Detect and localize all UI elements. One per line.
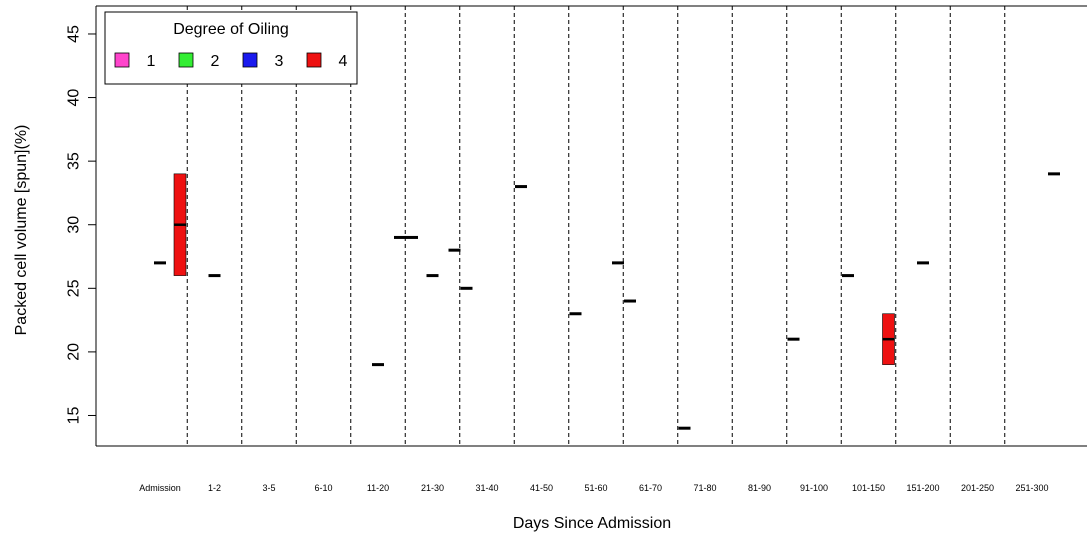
x-tick-label: 11-20 — [367, 483, 389, 493]
x-tick-label: 91-100 — [800, 483, 828, 493]
plot-area — [95, 5, 1087, 447]
x-tick-label: 41-50 — [530, 483, 553, 493]
y-tick-label: 40 — [66, 89, 83, 107]
legend-swatch — [178, 52, 194, 68]
legend-entries: 1 2 3 4 — [114, 52, 348, 70]
x-axis: Admission 1-2 3-5 6-10 11-20 21-30 31-40 41-50 5… — [139, 483, 1048, 493]
legend-swatch — [306, 52, 322, 68]
x-tick-label: 3-5 — [262, 483, 275, 493]
x-tick-label: 151-200 — [906, 483, 939, 493]
legend-entry-label: 2 — [211, 53, 220, 70]
x-tick-label: 201-250 — [961, 483, 994, 493]
legend-entry-label: 4 — [339, 53, 348, 70]
y-tick-label: 30 — [66, 216, 83, 234]
x-tick-label: 101-150 — [852, 483, 885, 493]
x-tick-label: 61-70 — [639, 483, 662, 493]
x-tick-label: 1-2 — [208, 483, 221, 493]
legend-entry-label: 3 — [275, 53, 284, 70]
x-tick-label: 21-30 — [421, 483, 444, 493]
x-tick-label: 31-40 — [475, 483, 498, 493]
x-axis-title: Days Since Admission — [513, 515, 671, 532]
y-tick-label: 45 — [66, 25, 83, 43]
x-tick-label: Admission — [139, 483, 181, 493]
legend-frame — [104, 11, 358, 85]
x-tick-label: 51-60 — [584, 483, 607, 493]
x-tick-label: 6-10 — [314, 483, 332, 493]
x-tick-label: 81-90 — [748, 483, 771, 493]
x-tick-label: 251-300 — [1015, 483, 1048, 493]
legend-entry-label: 1 — [147, 53, 156, 70]
data-marks — [154, 172, 1060, 430]
legend-swatch — [114, 52, 130, 68]
y-axis: 15 20 25 30 35 40 45 — [66, 25, 96, 424]
x-tick-label: 71-80 — [693, 483, 716, 493]
legend: Degree of Oiling 1 2 3 4 — [104, 11, 358, 85]
y-tick-label: 35 — [66, 152, 83, 170]
y-tick-label: 20 — [66, 343, 83, 361]
legend-swatch — [242, 52, 258, 68]
y-tick-label: 15 — [66, 406, 83, 424]
y-axis-title: Packed cell volume [spun](%) — [13, 125, 30, 336]
legend-title: Degree of Oiling — [173, 21, 289, 38]
y-tick-label: 25 — [66, 279, 83, 297]
